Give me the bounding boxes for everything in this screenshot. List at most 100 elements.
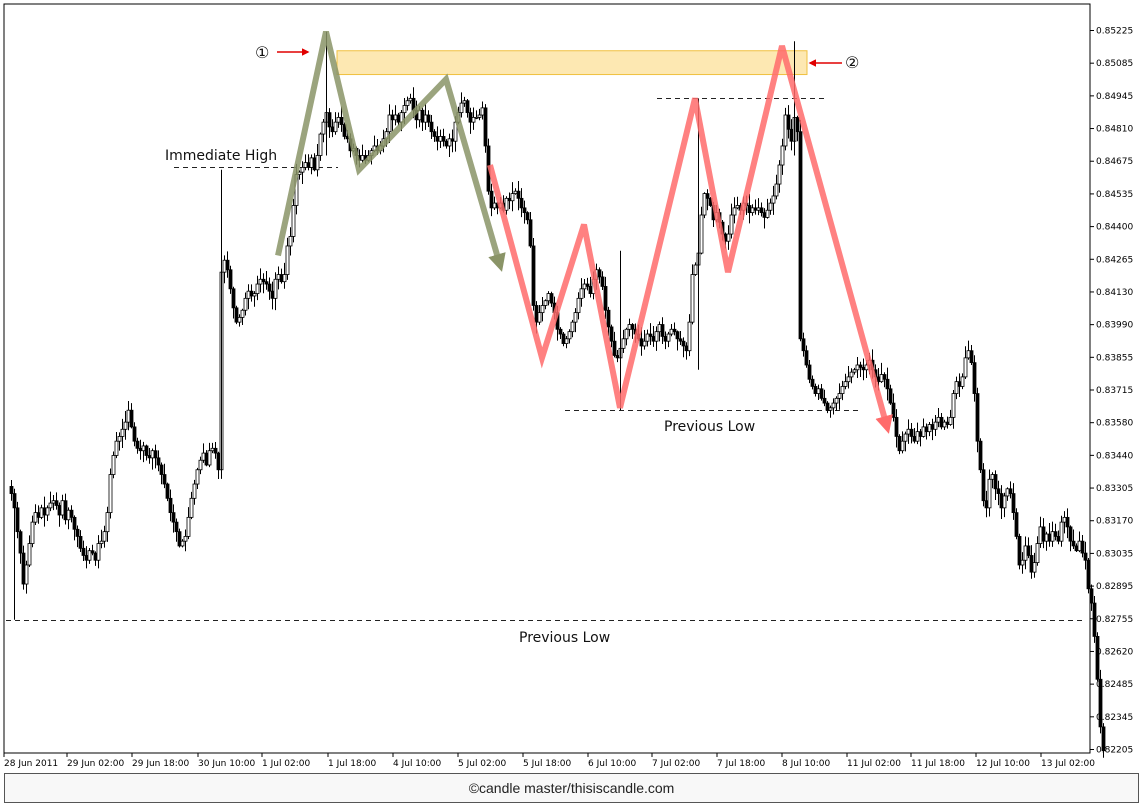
candle-body-bear: [147, 455, 152, 459]
candle-body-bear: [1101, 726, 1106, 752]
candle-body-bull: [927, 424, 932, 433]
candle-body-bull: [852, 369, 857, 373]
candle-body-bull: [1020, 559, 1025, 566]
candle-body-bear: [312, 157, 317, 171]
candle-body-bull: [576, 297, 581, 314]
x-tick-label: 11 Jul 18:00: [911, 759, 965, 769]
candle-body-bear: [9, 486, 14, 494]
candle-body-bull: [255, 283, 260, 294]
candle-body-bull: [408, 97, 413, 102]
candle-body-bull: [210, 447, 215, 452]
candle-body-bear: [1053, 531, 1058, 537]
candle-body-bull: [921, 426, 926, 437]
candle-body-bull: [447, 138, 452, 147]
candle-body-bull: [237, 316, 242, 323]
candle-body-bear: [663, 336, 668, 342]
candle-body-bull: [291, 205, 296, 237]
candle-body-bull: [66, 509, 71, 521]
candle-body-bear: [168, 497, 173, 514]
marker-arrows: [277, 48, 842, 67]
x-tick-label: 6 Jul 10:00: [588, 759, 637, 769]
candle-body-bull: [933, 421, 938, 430]
candle-body-bear: [129, 409, 134, 428]
candle-body-bear: [912, 436, 917, 442]
candle-body-bull: [246, 290, 251, 299]
candle-body-bull: [39, 507, 44, 518]
candle-body-bull: [1032, 562, 1037, 573]
candle-body-bull: [543, 300, 548, 306]
x-tick-label: 7 Jul 02:00: [652, 759, 701, 769]
candle-body-bull: [402, 105, 407, 114]
candle-body-bear: [1029, 555, 1034, 573]
candle-body-bear: [975, 393, 980, 442]
candle-body-bull: [183, 536, 188, 542]
x-tick-label: 13 Jul 02:00: [1041, 759, 1095, 769]
candle-body-bull: [567, 331, 572, 340]
candle-body-bull: [564, 338, 569, 344]
candle-body-bull: [105, 512, 110, 533]
y-tick-label: 0.83170: [1096, 517, 1133, 527]
candle-body-bull: [510, 193, 515, 202]
candle-body-bear: [174, 521, 179, 533]
candle-body-bull: [849, 371, 854, 378]
candle-body-bear: [672, 328, 677, 333]
candle-body-bull: [537, 312, 542, 323]
candle-body-bull: [573, 312, 578, 323]
x-tick-label: 8 Jul 10:00: [782, 759, 831, 769]
candle-body-bull: [948, 416, 953, 425]
candle-body-bear: [93, 552, 98, 561]
candle-body-bull: [318, 133, 323, 156]
y-tick-label: 0.84945: [1096, 92, 1133, 102]
candle-body-bear: [918, 431, 923, 437]
candle-body-bear: [981, 469, 986, 502]
candle-body-bull: [504, 197, 509, 211]
candle-body-bull: [843, 381, 848, 387]
candle-body-bull: [774, 183, 779, 197]
candle-body-bear: [789, 128, 794, 142]
candle-body-bull: [831, 402, 836, 409]
candle-body-bear: [72, 516, 77, 530]
candle-body-bear: [519, 197, 524, 209]
candle-body-bull: [252, 293, 257, 297]
x-tick-label: 5 Jul 18:00: [523, 759, 572, 769]
y-tick-label: 0.83990: [1096, 321, 1133, 331]
previous-low-mid-label: Previous Low: [664, 419, 755, 435]
candle-body-bear: [81, 547, 86, 556]
candle-body-bear: [1056, 536, 1061, 542]
candle-body-bear: [810, 378, 815, 387]
candle-body-bull: [966, 350, 971, 359]
candle-body-bull: [987, 478, 992, 509]
candle-body-bull: [87, 550, 92, 561]
candle-body-bear: [1047, 533, 1052, 542]
y-tick-label: 0.84810: [1096, 125, 1133, 135]
y-tick-label: 0.84400: [1096, 223, 1133, 233]
candle-body-bear: [261, 278, 266, 283]
candle-body-bear: [165, 483, 170, 499]
candle-body-bear: [648, 333, 653, 337]
candle-body-bear: [876, 376, 881, 383]
candle-body-bear: [1089, 588, 1094, 604]
candle-body-bear: [15, 507, 20, 533]
y-tick-label: 0.84130: [1096, 288, 1133, 298]
candle-body-bear: [891, 402, 896, 418]
candle-body-bear: [144, 445, 149, 456]
candle-body-bear: [639, 338, 644, 347]
candle-body-bull: [1077, 540, 1082, 552]
candle-body-bear: [138, 447, 143, 452]
candle-body-bull: [1059, 521, 1064, 542]
candle-body-bear: [21, 552, 26, 585]
candle-body-bear: [549, 293, 554, 304]
x-tick-label: 4 Jul 10:00: [393, 759, 442, 769]
candle-body-bull: [114, 440, 119, 456]
candle-body-bear: [957, 381, 962, 387]
candle-body-bear: [600, 276, 605, 287]
candle-body-bull: [960, 376, 965, 387]
candle-body-bear: [924, 426, 929, 433]
candle-body-bear: [429, 121, 434, 133]
candle-body-bull: [840, 386, 845, 394]
zigzag-red: [487, 45, 893, 434]
candle-body-bear: [36, 512, 41, 518]
candle-body-bull: [846, 376, 851, 383]
candle-body-bull: [690, 274, 695, 323]
candle-body-bear: [1011, 493, 1016, 514]
